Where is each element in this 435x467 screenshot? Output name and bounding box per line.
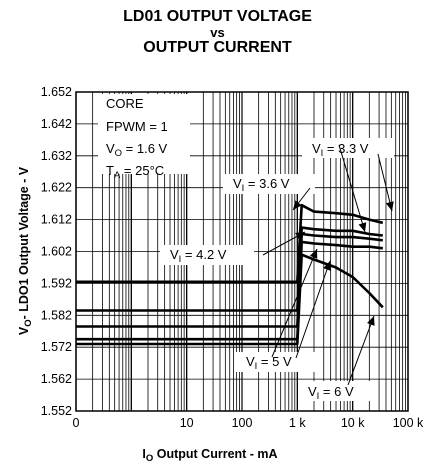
leader-arrowhead bbox=[367, 316, 375, 326]
y-tick-label: 1.632 bbox=[41, 149, 72, 163]
x-tick-label: 100 bbox=[232, 416, 253, 430]
x-tick-label: 0 bbox=[73, 416, 80, 430]
condition-vo: VO = 1.6 V bbox=[106, 141, 168, 159]
svg-text:VI = 5 V: VI = 5 V bbox=[246, 354, 292, 372]
svg-text:VI = 3.6 V: VI = 3.6 V bbox=[233, 176, 290, 194]
y-tick-label: 1.582 bbox=[41, 308, 72, 322]
x-tick-label: 10 bbox=[180, 416, 194, 430]
condition-fpwm: FPWM = 1 bbox=[106, 119, 168, 134]
svg-text:VI = 3.3 V: VI = 3.3 V bbox=[312, 141, 369, 159]
chart-title-line1: LD01 OUTPUT VOLTAGE bbox=[123, 8, 312, 25]
leader-line bbox=[271, 248, 318, 358]
leader-arrowhead bbox=[293, 200, 302, 210]
y-tick-label: 1.592 bbox=[41, 276, 72, 290]
conditions-box bbox=[98, 94, 190, 174]
series-line-5 bbox=[76, 253, 384, 346]
x-axis-ticks: 0 10 100 1 k 10 k 100 k bbox=[73, 416, 425, 430]
label-vi-3-3: VI = 3.3 V bbox=[302, 138, 394, 159]
y-tick-label: 1.642 bbox=[41, 117, 72, 131]
label-vi-4-2: VI = 4.2 V bbox=[160, 245, 254, 265]
leader-arrowhead bbox=[358, 222, 367, 232]
leader-arrowhead bbox=[323, 261, 331, 271]
x-axis-label: IO Output Current - mA bbox=[142, 447, 277, 464]
condition-ta: TA = 25°C bbox=[106, 163, 164, 181]
plot-frame bbox=[75, 91, 409, 412]
y-axis-label: VO- LDO1 Output Voltage - V bbox=[17, 166, 34, 335]
svg-text:VI = 4.2 V: VI = 4.2 V bbox=[170, 247, 227, 265]
chart-title-line3: OUTPUT CURRENT bbox=[143, 39, 292, 56]
leader-line bbox=[347, 315, 375, 386]
x-tick-label: 1 k bbox=[289, 416, 306, 430]
label-vi-6: VI = 6 V bbox=[298, 381, 378, 402]
y-axis-ticks: 1.552 1.562 1.572 1.582 1.592 1.602 1.612 1.622… bbox=[41, 85, 72, 418]
label-vi-3-6: VI = 3.6 V bbox=[223, 174, 315, 194]
x-tick-label: 100 k bbox=[393, 416, 424, 430]
leader-line bbox=[338, 144, 366, 233]
condition-core: CORE bbox=[106, 96, 144, 111]
leader-arrowhead bbox=[385, 201, 394, 211]
x-tick-label: 10 k bbox=[341, 416, 365, 430]
y-tick-label: 1.562 bbox=[41, 372, 72, 386]
y-tick-label: 1.622 bbox=[41, 181, 72, 195]
y-tick-label: 1.572 bbox=[41, 340, 72, 354]
series-line-1 bbox=[76, 203, 384, 284]
chart-title-line2: vs bbox=[210, 25, 225, 40]
label-vi-5: VI = 5 V bbox=[236, 352, 316, 372]
leader-line bbox=[377, 153, 393, 212]
y-tick-label: 1.552 bbox=[41, 404, 72, 418]
y-tick-label: 1.602 bbox=[41, 245, 72, 259]
y-tick-label: 1.652 bbox=[41, 85, 72, 99]
y-tick-label: 1.612 bbox=[41, 213, 72, 227]
leader-line bbox=[295, 260, 331, 359]
svg-text:VI = 6 V: VI = 6 V bbox=[308, 384, 354, 402]
leader-arrowhead bbox=[309, 249, 318, 259]
label-leaders bbox=[262, 144, 394, 386]
leader-arrowhead bbox=[295, 232, 305, 240]
